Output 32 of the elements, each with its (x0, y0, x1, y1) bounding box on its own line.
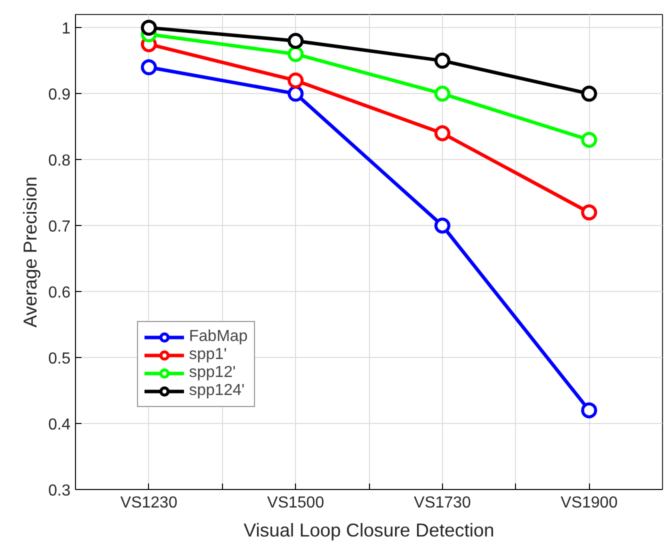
legend-label: FabMap (189, 328, 248, 346)
y-tick-label: 0.4 (48, 416, 71, 434)
legend-label: spp1' (189, 346, 227, 364)
x-tick-label: VS1230 (120, 494, 178, 512)
x-tick-label: VS1730 (414, 494, 471, 512)
legend-label: spp12' (189, 364, 236, 382)
point (288, 32, 304, 49)
point (581, 204, 598, 220)
x-tick-label: VS1900 (560, 494, 618, 512)
y-tick-label: 0.8 (48, 152, 71, 170)
point (288, 46, 304, 62)
x-axis-title: Visual Loop Closure Detection (244, 520, 494, 540)
point (434, 52, 450, 69)
legend-label: spp124' (189, 382, 245, 400)
point (288, 72, 304, 88)
point (140, 20, 157, 36)
point (434, 218, 450, 234)
x-tick-label: VS1500 (267, 494, 324, 512)
y-tick-label: 0.7 (48, 218, 71, 236)
y-tick-label: 0.6 (48, 284, 71, 302)
y-tick-label: 0.3 (48, 482, 71, 500)
point (581, 86, 598, 102)
point (288, 86, 304, 102)
point (581, 132, 598, 148)
point (434, 125, 450, 142)
y-tick-label: 1 (62, 20, 71, 38)
point (434, 86, 450, 102)
point (140, 59, 157, 76)
y-tick-label: 0.9 (48, 86, 71, 104)
y-tick-label: 0.5 (48, 350, 71, 368)
point (581, 402, 598, 418)
y-axis-title: Average Precision (19, 176, 40, 328)
